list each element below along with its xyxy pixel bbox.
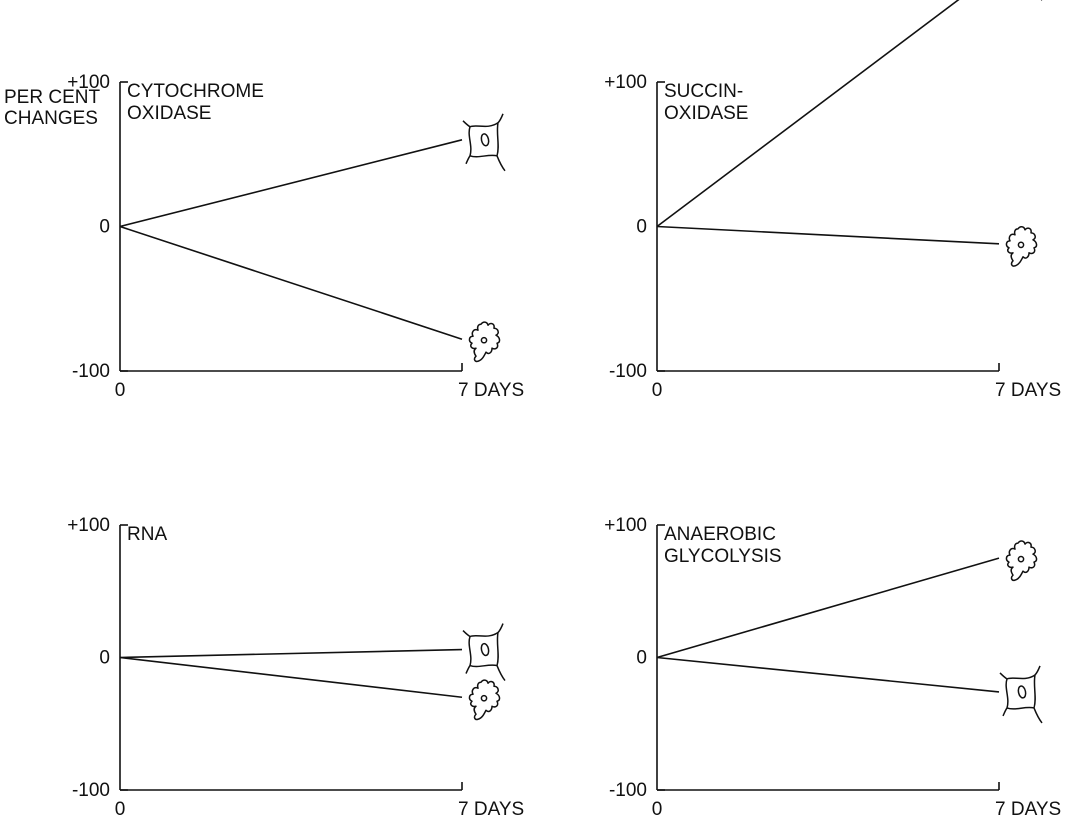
rounded-cell-with-nucleus-icon [999, 665, 1043, 724]
irregular-branched-cell-icon [1005, 225, 1038, 267]
chart-title: OXIDASE [127, 103, 211, 124]
x-tick-label: 7 DAYS [458, 380, 524, 401]
series-line [656, 656, 1000, 693]
x-tick-label: 7 DAYS [995, 799, 1061, 820]
y-tick-label: +100 [67, 515, 110, 536]
irregular-branched-cell-icon [1005, 540, 1038, 582]
y-tick-label: +100 [67, 72, 110, 93]
y-tick-label: +100 [604, 72, 647, 93]
irregular-branched-cell-icon [468, 321, 501, 363]
series-line [119, 225, 463, 340]
chart-title: SUCCIN- [664, 81, 743, 102]
y-tick-label: -100 [609, 780, 647, 801]
y-tick-label: 0 [99, 648, 110, 669]
x-tick-label: 7 DAYS [995, 380, 1061, 401]
rounded-cell-with-nucleus-icon [462, 113, 506, 172]
x-tick-label: 0 [652, 799, 663, 820]
y-axis-label-line-2: CHANGES [4, 108, 98, 129]
y-tick-label: -100 [609, 361, 647, 382]
rounded-cell-with-nucleus-icon [462, 622, 506, 682]
series-line [119, 139, 463, 228]
x-tick-label: 0 [115, 380, 126, 401]
chart-title: ANAEROBIC [664, 524, 776, 545]
series-line [119, 656, 463, 699]
y-tick-label: -100 [72, 780, 110, 801]
y-tick-label: 0 [636, 648, 647, 669]
irregular-branched-cell-icon [468, 679, 501, 721]
chart-title: RNA [127, 524, 167, 545]
series-line [656, 557, 1000, 659]
y-tick-label: 0 [636, 217, 647, 238]
chart-title: OXIDASE [664, 103, 748, 124]
x-tick-label: 0 [115, 799, 126, 820]
y-tick-label: 0 [99, 217, 110, 238]
y-axis-label-line-1: PER CENT [4, 87, 100, 108]
chart-title: CYTOCHROME [127, 81, 264, 102]
y-tick-label: +100 [604, 515, 647, 536]
chart-title: GLYCOLYSIS [664, 546, 782, 567]
x-tick-label: 0 [652, 380, 663, 401]
series-line [656, 0, 960, 228]
series-line [656, 225, 1000, 245]
y-tick-label: -100 [72, 361, 110, 382]
x-tick-label: 7 DAYS [458, 799, 524, 820]
series-line [119, 648, 463, 659]
